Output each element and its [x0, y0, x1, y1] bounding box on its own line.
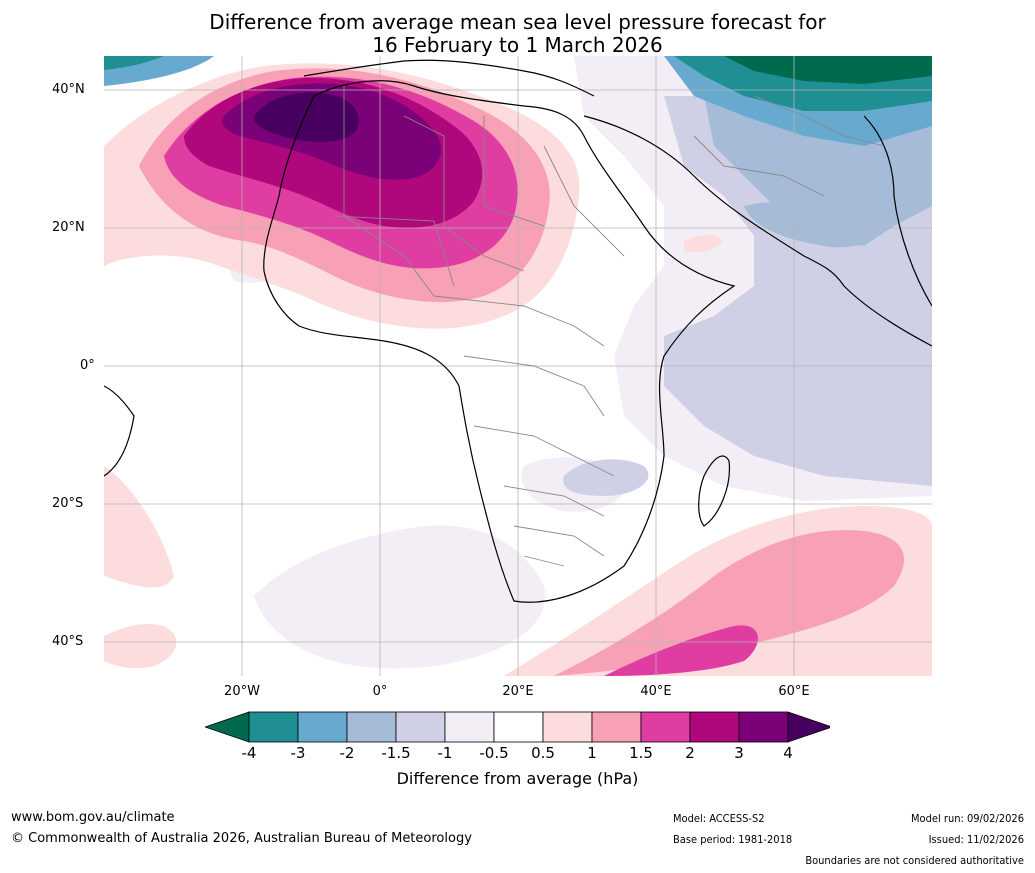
colorbar-tick-label: -1: [437, 744, 453, 762]
colorbar-segment: [640, 711, 691, 743]
madagascar-coast: [698, 455, 731, 527]
contour-neg-3-nw: [104, 56, 164, 70]
lon-label-20w: 20°W: [224, 684, 260, 699]
colorbar-tick-label: 2: [685, 744, 695, 762]
pressure-anomaly-map: [104, 56, 932, 676]
lon-label-0: 0°: [372, 684, 388, 699]
colorbar: [205, 711, 830, 743]
lat-label-20n: 20°N: [52, 220, 85, 235]
lat-label-0: 0°: [80, 358, 95, 373]
coastlines: [104, 59, 932, 603]
graticule: [104, 56, 932, 676]
colorbar-label: Difference from average (hPa): [396, 769, 639, 788]
europe-coast: [303, 59, 595, 97]
colorbar-segment: [444, 711, 495, 743]
lon-label-60e: 60°E: [778, 684, 810, 699]
colorbar-segment: [346, 711, 397, 743]
map-title-line-1: Difference from average mean sea level p…: [209, 10, 826, 34]
colorbar-tick-label: -0.5: [479, 744, 509, 762]
colorbar-tick-label: -3: [290, 744, 306, 762]
contour-pos-4-north-africa: [253, 92, 359, 142]
colorbar-segment: [738, 711, 789, 743]
footer-disclaimer: Boundaries are not considered authoritat…: [805, 854, 1024, 867]
colorbar-tick-label: 1.5: [629, 744, 653, 762]
colorbar-tick-label: -2: [339, 744, 355, 762]
colorbar-segment: [493, 711, 544, 743]
lat-label-40n: 40°N: [52, 82, 85, 97]
country-boundaries: [333, 86, 885, 567]
contour-pos-1-south-east: [554, 530, 904, 676]
colorbar-tick-label: 0.5: [531, 744, 555, 762]
lon-label-20e: 20°E: [502, 684, 534, 699]
lat-label-40s: 40°S: [52, 634, 84, 649]
contour-pos-0.5-sw: [104, 466, 174, 588]
arabia-coast: [583, 115, 932, 347]
footer-model-run: Model run: 09/02/2026: [911, 812, 1024, 825]
footer-base-period: Base period: 1981-2018: [673, 833, 793, 846]
colorbar-extend-high: [787, 711, 830, 743]
colorbar-tick-label: 4: [783, 744, 793, 762]
colorbar-segment: [297, 711, 348, 743]
lon-label-40e: 40°E: [640, 684, 672, 699]
contour-neg-4-north: [724, 56, 932, 84]
colorbar-extend-low: [205, 711, 250, 743]
footer-copyright: © Commonwealth of Australia 2026, Austra…: [11, 831, 472, 846]
contour-neg-1-small: [563, 459, 649, 496]
colorbar-tick-label: 1: [587, 744, 597, 762]
colorbar-segment: [542, 711, 593, 743]
colorbar-tick-label: -1.5: [381, 744, 411, 762]
contour-neg-0.5-south: [254, 525, 546, 669]
south-america-coast: [104, 385, 135, 477]
contour-neg-1.5-asia2: [744, 202, 871, 248]
lat-label-20s: 20°S: [52, 496, 84, 511]
colorbar-tick-label: -4: [241, 744, 257, 762]
footer-website: www.bom.gov.au/climate: [11, 810, 175, 825]
colorbar-tick-label: 3: [734, 744, 744, 762]
footer-model: Model: ACCESS-S2: [673, 812, 765, 825]
footer-issued: Issued: 11/02/2026: [928, 833, 1024, 846]
colorbar-segment: [248, 711, 299, 743]
contour-pos-1.5-south: [604, 625, 758, 676]
contour-pos-0.5-arabia: [684, 234, 722, 253]
contour-pos-0.5-south-west: [104, 624, 177, 669]
colorbar-segment: [591, 711, 642, 743]
colorbar-segment: [689, 711, 740, 743]
colorbar-segment: [395, 711, 446, 743]
africa-coast: [263, 80, 736, 603]
india-coast: [863, 115, 932, 307]
map-title-line-2: 16 February to 1 March 2026: [372, 33, 663, 57]
